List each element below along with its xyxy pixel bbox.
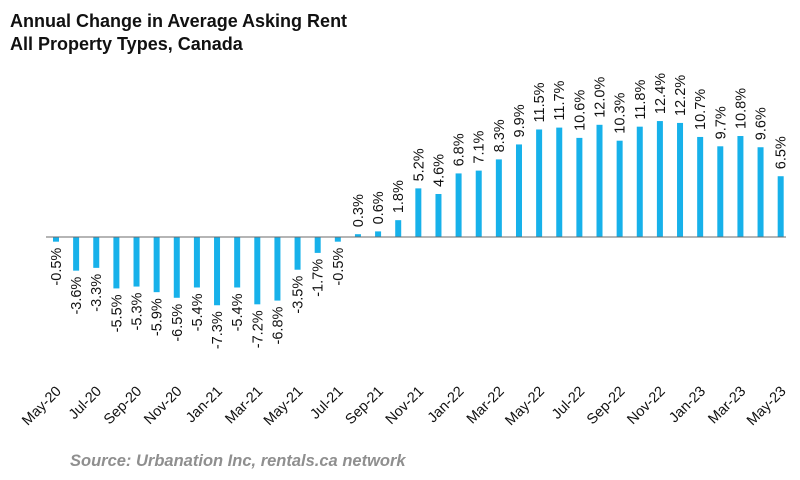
bar	[193, 237, 200, 288]
data-label: -5.4%	[190, 293, 206, 331]
data-label: -6.5%	[170, 304, 186, 342]
bar	[697, 136, 704, 237]
x-tick-label: Jul-21	[307, 384, 346, 423]
x-tick-label: Jan-22	[425, 384, 468, 427]
bar	[113, 237, 120, 289]
x-tick-label: Mar-21	[222, 384, 266, 428]
data-label: 6.8%	[452, 133, 468, 166]
bar	[636, 126, 643, 237]
bar	[536, 129, 543, 237]
data-label: 6.5%	[774, 136, 790, 169]
x-tick-label: May-22	[502, 384, 548, 430]
data-label: 7.1%	[472, 130, 488, 163]
x-tick-label: Sep-21	[343, 384, 387, 428]
bar	[274, 237, 281, 301]
bar	[475, 170, 482, 237]
data-label: -5.9%	[150, 298, 166, 336]
bar	[717, 146, 724, 237]
bar	[254, 237, 261, 305]
bar	[656, 121, 663, 237]
bar	[515, 144, 522, 237]
bar	[455, 173, 462, 237]
data-label: 12.2%	[673, 75, 689, 116]
bar	[395, 220, 402, 237]
data-label: -7.3%	[210, 311, 226, 349]
bar	[556, 127, 563, 237]
data-label: 1.8%	[391, 180, 407, 213]
data-label: -5.4%	[230, 293, 246, 331]
x-tick-label: Mar-23	[705, 384, 749, 428]
bar	[314, 237, 321, 253]
bar	[334, 237, 341, 242]
data-label: 9.6%	[754, 107, 770, 140]
bar	[737, 136, 744, 237]
source-note: Source: Urbanation Inc, rentals.ca netwo…	[70, 452, 406, 470]
x-tick-label: Jul-20	[66, 384, 105, 423]
data-label: -3.3%	[89, 274, 105, 312]
data-label: 0.6%	[371, 191, 387, 224]
x-tick-label: Sep-22	[584, 384, 628, 428]
x-tick-label: Nov-21	[383, 384, 427, 428]
chart-title-line-1: Annual Change in Average Asking Rent	[10, 11, 348, 31]
data-label: -3.6%	[69, 277, 85, 315]
bar	[596, 124, 603, 237]
bar	[495, 159, 502, 237]
data-label: 12.0%	[593, 77, 609, 118]
x-tick-label: Mar-22	[464, 384, 508, 428]
bar	[415, 188, 422, 237]
x-tick-label: Nov-20	[141, 384, 185, 428]
data-label: 11.8%	[633, 80, 649, 120]
data-label: -0.5%	[331, 248, 347, 286]
bar	[173, 237, 180, 298]
bar	[435, 193, 442, 237]
data-label: 5.2%	[411, 148, 427, 181]
data-label: 10.3%	[613, 92, 629, 133]
x-tick-label: May-23	[744, 384, 790, 430]
bar	[677, 122, 684, 237]
data-label: 9.7%	[713, 106, 729, 139]
data-label: -6.8%	[270, 306, 286, 344]
bar	[234, 237, 241, 288]
data-label: 9.9%	[512, 104, 528, 137]
bar	[73, 237, 80, 271]
bar	[777, 176, 784, 237]
data-label: 11.7%	[552, 80, 568, 120]
data-label: 10.8%	[733, 88, 749, 129]
x-tick-label: Sep-20	[101, 384, 145, 428]
data-label: 12.4%	[653, 73, 669, 114]
data-label: 4.6%	[431, 154, 447, 187]
data-label: -0.5%	[49, 248, 65, 286]
data-label: -3.5%	[291, 276, 307, 314]
bar	[375, 231, 382, 237]
data-label: 0.3%	[351, 194, 367, 227]
bar	[576, 137, 583, 237]
x-tick-label: Jan-23	[666, 384, 709, 427]
bar	[616, 140, 623, 237]
data-label: 8.3%	[492, 119, 508, 152]
chart-title-line-2: All Property Types, Canada	[10, 34, 243, 54]
x-tick-label: Jan-21	[183, 384, 226, 427]
data-label: 10.7%	[693, 89, 709, 130]
x-tick-label: Jul-22	[549, 384, 588, 423]
data-label: 11.5%	[532, 82, 548, 122]
bar	[53, 237, 59, 242]
data-label: 10.6%	[572, 90, 588, 131]
data-label: -1.7%	[311, 259, 327, 297]
x-tick-label: Nov-22	[624, 384, 668, 428]
bar	[214, 237, 221, 306]
bar	[294, 237, 301, 270]
bar	[133, 237, 140, 287]
bar	[757, 147, 764, 237]
chart-title: Annual Change in Average Asking Rent All…	[10, 10, 347, 56]
data-label: -7.2%	[250, 310, 266, 348]
bar	[93, 237, 100, 268]
data-label: -5.3%	[130, 292, 146, 330]
bar	[153, 237, 160, 293]
data-label: -5.5%	[109, 294, 125, 332]
x-tick-label: May-21	[261, 384, 307, 430]
x-tick-label: May-20	[19, 384, 65, 430]
bar	[354, 234, 361, 237]
